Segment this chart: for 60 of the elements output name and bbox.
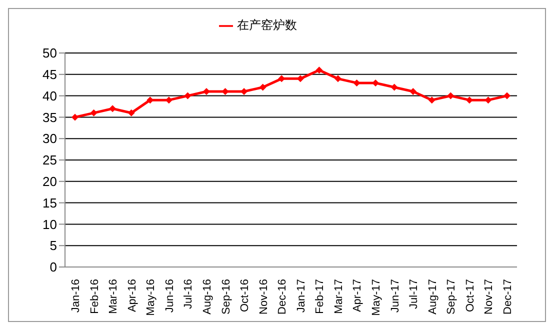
x-tick-label: Jun-16 [164, 279, 176, 313]
y-tick-label: 45 [42, 67, 57, 82]
x-tick-label: Sep-17 [446, 279, 458, 314]
point [240, 88, 248, 96]
point [410, 88, 417, 96]
point [334, 75, 342, 82]
point [504, 92, 510, 100]
x-tick-label: Apr-16 [126, 279, 138, 312]
x-tick-label: Dec-16 [276, 279, 289, 314]
point [296, 75, 304, 82]
point [72, 114, 78, 121]
point [222, 88, 229, 96]
x-tick-label: Sep-16 [220, 279, 232, 314]
x-tick-label: Mar-16 [108, 279, 120, 314]
y-tick-label: 10 [42, 216, 57, 232]
point [353, 79, 360, 86]
y-tick-label: 30 [42, 131, 57, 146]
point [165, 96, 172, 104]
point [372, 79, 380, 86]
x-tick-label: May-16 [145, 279, 158, 316]
point [316, 66, 323, 74]
point [184, 92, 192, 100]
point [390, 84, 398, 91]
point [428, 96, 436, 104]
x-tick-label: Nov-17 [483, 279, 496, 314]
x-tick-label: Feb-17 [314, 279, 326, 314]
point [202, 88, 210, 96]
y-tick-label: 40 [42, 88, 57, 104]
point [466, 96, 473, 104]
y-tick-label: 15 [42, 195, 57, 210]
x-tick-label: Jan-16 [70, 279, 82, 313]
x-tick-label: Oct-17 [464, 279, 476, 312]
x-tick-label: Apr-17 [352, 279, 364, 312]
x-tick-label: Dec-17 [502, 279, 514, 314]
x-tick-label: Jul-17 [408, 279, 420, 309]
x-tick-label: Nov-16 [258, 279, 270, 314]
x-tick-label: Jan-17 [295, 279, 308, 313]
x-tick-label: Aug-17 [426, 279, 439, 314]
point [109, 105, 116, 112]
y-tick-label: 20 [42, 174, 57, 190]
point [90, 109, 98, 116]
point [447, 92, 454, 100]
point [484, 96, 492, 104]
x-tick-label: Oct-16 [239, 279, 252, 312]
point [146, 96, 154, 104]
y-tick-label: 35 [42, 110, 57, 125]
y-tick-label: 50 [42, 46, 57, 61]
point [128, 109, 135, 116]
x-tick-label: May-17 [370, 279, 383, 316]
point [259, 84, 266, 91]
x-tick-label: Aug-16 [201, 279, 214, 314]
x-tick-label: Jun-17 [389, 279, 402, 313]
point [278, 75, 286, 82]
x-tick-label: Mar-17 [332, 279, 345, 314]
y-tick-label: 25 [42, 152, 57, 168]
y-tick-label: 0 [50, 260, 57, 275]
legend-label: 在产窑炉数 [237, 18, 297, 32]
y-tick-label: 5 [50, 238, 57, 254]
x-tick-label: Jul-16 [182, 279, 195, 309]
x-tick-label: Feb-16 [88, 279, 101, 314]
